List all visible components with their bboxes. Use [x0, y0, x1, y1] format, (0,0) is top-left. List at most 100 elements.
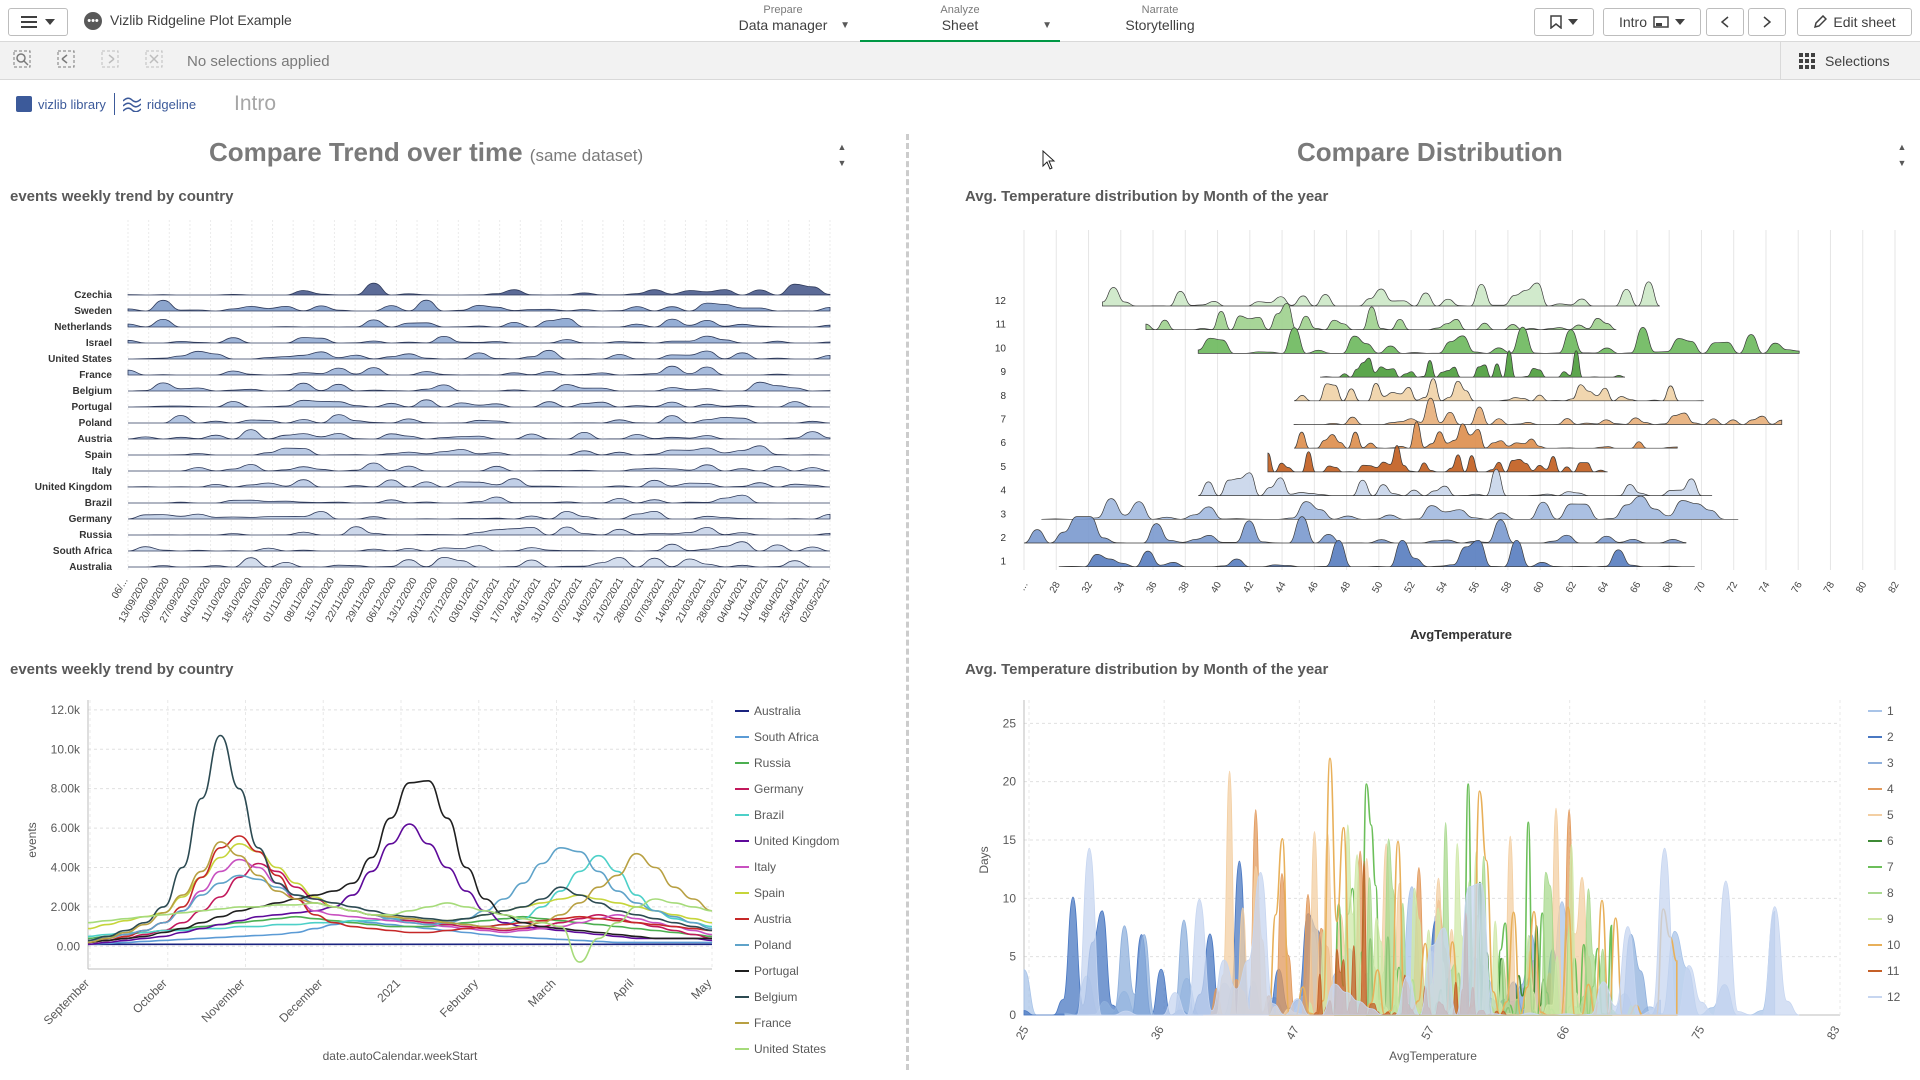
legend-label: United States — [754, 1042, 826, 1056]
ridgeline-chart-country[interactable]: Czechia Sweden Netherlands Israel United Sta… — [0, 210, 900, 630]
ridge-month-tick: 82 — [1887, 580, 1902, 596]
sheet-selector-button[interactable]: Intro — [1603, 8, 1701, 36]
tab-analyze-small: Analyze — [940, 4, 980, 16]
line-xtick: February — [437, 976, 481, 1020]
area-xtick: 66 — [1553, 1023, 1572, 1042]
selections-button[interactable]: Selections — [1780, 42, 1920, 80]
ridge-country-area — [127, 381, 831, 392]
line-ytick: 10.0k — [51, 742, 81, 756]
chevron-down-icon — [45, 19, 55, 25]
ridge-month-tick: 34 — [1112, 580, 1127, 596]
step-forward-icon[interactable] — [99, 50, 121, 72]
chevron-left-icon — [1721, 16, 1729, 28]
right-heading-scroll[interactable]: ▲ ▼ — [1895, 139, 1909, 173]
legend-label: Spain — [754, 886, 785, 900]
logo-ridgeline: ridgeline — [122, 96, 197, 112]
legend-label: 12 — [1887, 990, 1901, 1004]
line-xtick: December — [276, 976, 325, 1025]
previous-sheet-button[interactable] — [1706, 8, 1744, 36]
left-heading-scroll[interactable]: ▲ ▼ — [835, 139, 849, 173]
scroll-down-icon[interactable]: ▼ — [837, 158, 847, 168]
legend-label: 9 — [1887, 912, 1894, 926]
chevron-right-icon — [1763, 16, 1771, 28]
line-xtick: March — [525, 976, 558, 1009]
legend-label: Belgium — [754, 990, 797, 1004]
left-section-heading: Compare Trend over time (same dataset) — [209, 137, 643, 168]
scroll-up-icon[interactable]: ▲ — [837, 142, 847, 152]
tab-analyze[interactable]: Analyze Sheet ▼ — [860, 4, 1060, 42]
ridge-country-label: United States — [48, 354, 112, 365]
smart-search-icon[interactable] — [11, 50, 33, 72]
ridge-country-area — [128, 462, 831, 472]
legend-label: South Africa — [754, 730, 819, 744]
area-ytick: 0 — [1009, 1008, 1016, 1022]
ridge-month-area — [1145, 302, 1617, 331]
logo-ridgeline-text: ridgeline — [146, 96, 197, 112]
ridge-country-area — [127, 365, 830, 376]
tab-prepare[interactable]: Prepare Data manager ▼ — [708, 4, 858, 42]
ridge-month-label: 2 — [1000, 533, 1006, 544]
ridge-country-title: events weekly trend by country — [10, 188, 234, 205]
edit-sheet-button[interactable]: Edit sheet — [1797, 8, 1912, 36]
ridge-month-tick: 74 — [1757, 580, 1772, 596]
ridge-country-label: Belgium — [73, 386, 113, 397]
ridge-country-label: United Kingdom — [35, 482, 112, 493]
legend-label: Portugal — [754, 964, 799, 978]
ridge-month-area — [1023, 516, 1687, 544]
logo-separator — [113, 93, 115, 115]
step-back-icon[interactable] — [55, 50, 77, 72]
legend-label: Austria — [754, 912, 792, 926]
line-series — [87, 919, 712, 946]
ridge-month-tick: 38 — [1177, 580, 1192, 596]
ridge-country-area — [127, 429, 831, 440]
ridge-country-label: Spain — [85, 450, 112, 461]
hamburger-icon — [21, 16, 37, 28]
legend-label: 2 — [1887, 730, 1894, 744]
tab-narrate-small: Narrate — [1141, 4, 1179, 16]
ridge-country-area — [127, 335, 831, 344]
ridge-month-area — [1293, 378, 1704, 402]
ridge-country-area — [128, 414, 831, 424]
bookmarks-button[interactable] — [1534, 8, 1594, 36]
ridge-month-tick: 28 — [1048, 580, 1063, 596]
ridge-month-area — [1293, 397, 1783, 425]
global-menu-button[interactable] — [8, 8, 68, 36]
line-series — [87, 835, 713, 944]
line-series — [87, 915, 713, 940]
tab-narrate[interactable]: Narrate Storytelling — [1100, 4, 1220, 42]
chevron-down-icon: ▼ — [1042, 20, 1052, 31]
selections-label: Selections — [1825, 53, 1890, 69]
ridge-month-area — [1197, 326, 1800, 354]
line-xtick: October — [130, 976, 170, 1016]
legend-label: France — [754, 1016, 792, 1030]
scroll-down-icon[interactable]: ▼ — [1897, 158, 1907, 168]
area-ylabel: Days — [977, 846, 991, 873]
legend-label: 3 — [1887, 756, 1894, 770]
ridge-month-tick: 42 — [1241, 580, 1256, 596]
clear-selections-icon[interactable] — [143, 50, 165, 72]
ridge-country-area — [127, 349, 831, 360]
line-series — [87, 858, 713, 942]
line-series — [87, 779, 712, 944]
ridge-month-tick: 44 — [1274, 580, 1289, 596]
line-ytick: 2.00k — [51, 900, 81, 914]
line-chart-country[interactable]: 0.00 2.00k 4.00k 6.00k 8.00k 10.0k 12.0k Septem… — [0, 690, 900, 1070]
line-xtick: April — [609, 976, 636, 1003]
ridge-month-tick: 60 — [1532, 580, 1547, 596]
next-sheet-button[interactable] — [1748, 8, 1786, 36]
ridge-country-label: Brazil — [85, 498, 112, 509]
tab-narrate-label: Storytelling — [1125, 17, 1195, 33]
ridge-month-area — [1058, 539, 1695, 568]
area-xlabel: AvgTemperature — [1389, 1049, 1477, 1063]
ridge-month-tick: 50 — [1370, 580, 1385, 596]
ridge-month-tick: 36 — [1145, 580, 1160, 596]
top-bar: ••• Vizlib Ridgeline Plot Example Prepar… — [0, 0, 1920, 42]
line-ylabel: events — [25, 822, 39, 857]
line-country-title: events weekly trend by country — [10, 661, 234, 678]
ridge-month-area — [1267, 445, 1608, 473]
scroll-up-icon[interactable]: ▲ — [1897, 142, 1907, 152]
ridge-month-label: 1 — [1000, 557, 1006, 568]
panel-divider — [906, 134, 909, 1070]
